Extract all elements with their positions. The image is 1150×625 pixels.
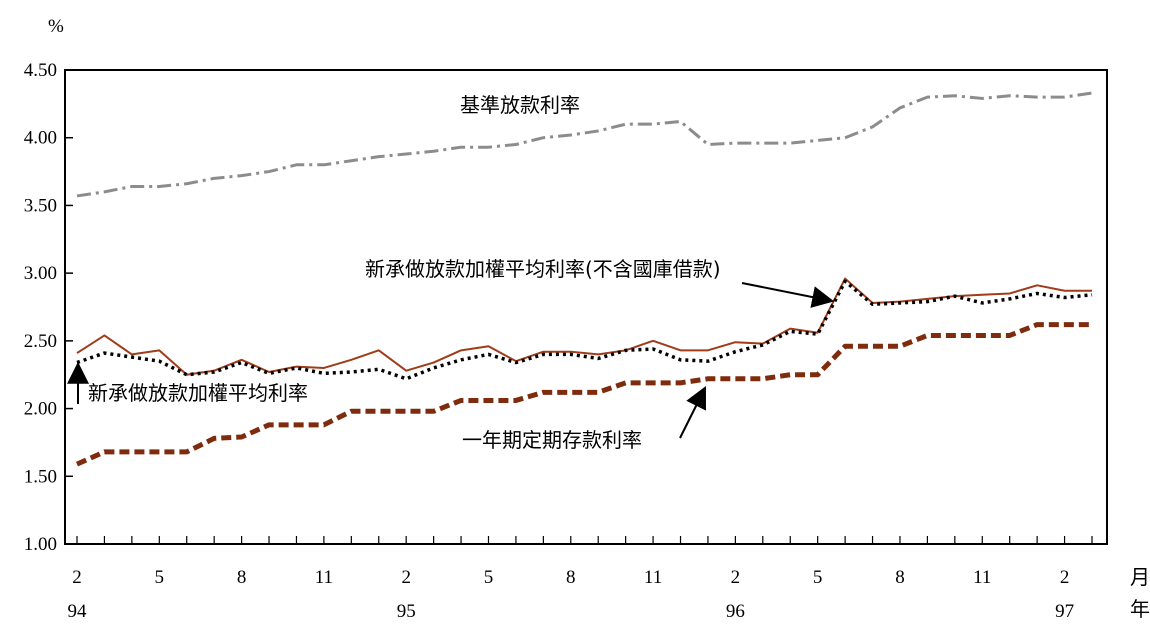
x-tick-label: 11 [973,567,991,588]
x-tick-label: 2 [401,567,411,588]
y-tick-label: 2.00 [24,399,57,420]
x-tick-label: 5 [813,567,823,588]
x-tick-label: 8 [566,567,576,588]
x-year-label: 96 [726,601,745,622]
x-year-label: 94 [68,601,88,622]
x-tick-label: 2 [72,567,82,588]
x-tick-label: 5 [155,567,165,588]
series-line-1 [76,277,1092,376]
y-tick-label: 3.50 [24,195,57,216]
y-axis-ticks: 1.00 1.50 2.00 2.50 3.00 3.50 4.00 4.50 [24,60,73,555]
x-tick-label: 8 [237,567,247,588]
x-tick-label: 2 [731,567,741,588]
x-tick-label: 5 [484,567,494,588]
arrow-new-loan-rate-excl-treasury [741,282,835,308]
x-axis-ticks: 2 5 8 11 2 5 8 11 2 5 8 11 2 94 95 96 97 [68,536,1093,622]
label-new-loan-rate-excl-treasury: 新承做放款加權平均利率(不含國庫借款) [365,257,721,281]
y-tick-label: 2.50 [24,331,57,352]
series-line-0 [76,91,1093,198]
y-tick-label: 1.00 [24,534,57,555]
y-tick-label: 4.00 [24,128,57,149]
series-line-3 [75,322,1092,467]
x-tick-label: 11 [644,567,662,588]
x-tick-label: 8 [895,567,905,588]
series-lines [75,91,1093,467]
x-year-label: 97 [1055,601,1074,622]
y-tick-label: 4.50 [24,60,57,81]
y-axis-unit: % [48,16,64,37]
arrow-one-year-deposit-rate [679,386,706,439]
plot-frame [64,69,1108,545]
y-tick-label: 3.00 [24,263,57,284]
label-new-loan-rate: 新承做放款加權平均利率 [88,381,308,405]
y-tick-label: 1.50 [24,466,57,487]
x-year-label: 95 [397,601,416,622]
month-unit-label: 月 [1130,565,1150,589]
x-tick-label: 11 [315,567,333,588]
x-tick-label: 2 [1060,567,1070,588]
label-prime-rate: 基準放款利率 [460,93,580,117]
series-line-2 [76,279,1093,381]
label-one-year-deposit-rate: 一年期定期存款利率 [462,428,642,452]
year-unit-label: 年 [1130,597,1150,621]
